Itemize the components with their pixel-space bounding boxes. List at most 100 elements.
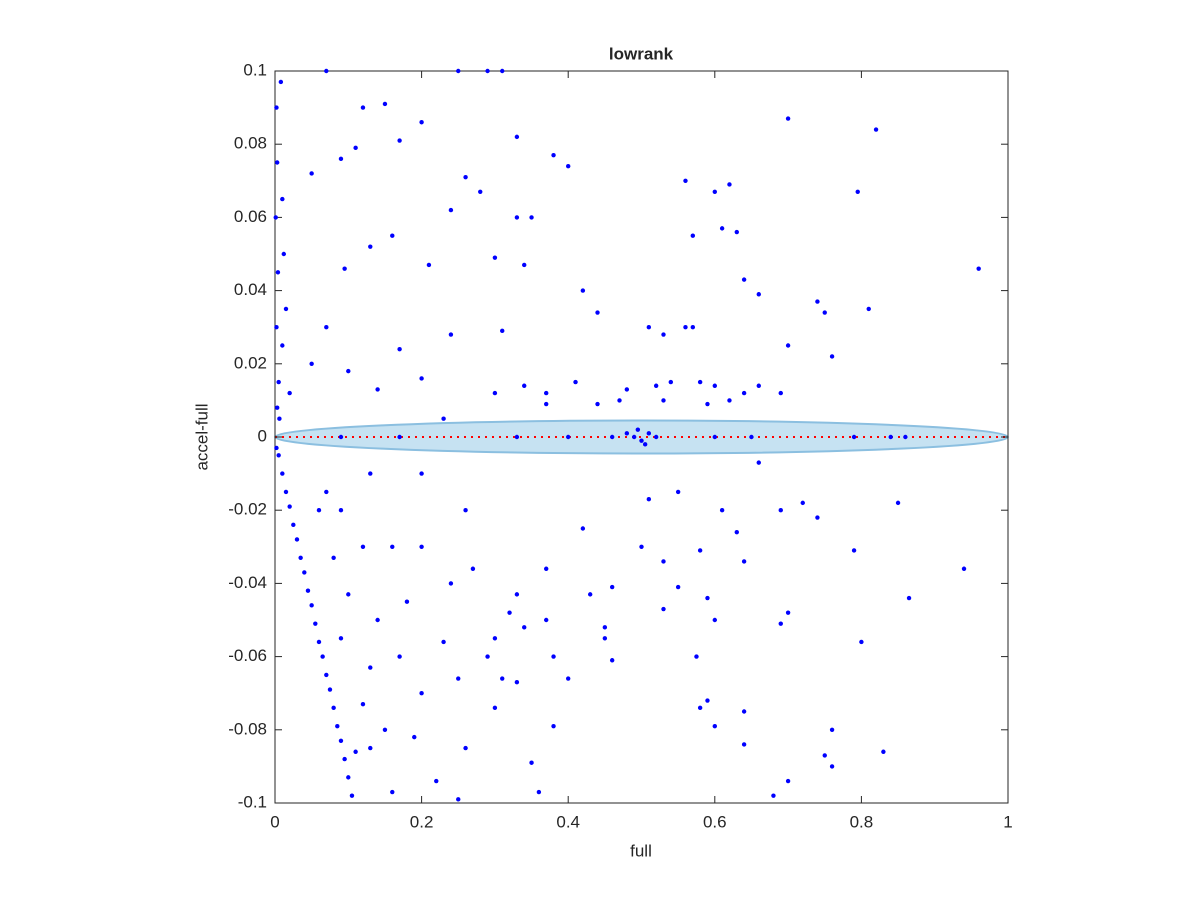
scatter-point	[331, 705, 336, 711]
scatter-point	[390, 789, 395, 795]
scatter-point	[274, 405, 280, 410]
scatter-point	[456, 797, 461, 802]
scatter-point	[276, 453, 281, 458]
scatter-point	[375, 617, 380, 623]
scatter-point	[338, 508, 344, 513]
scatter-point	[275, 270, 281, 275]
scatter-point	[309, 361, 314, 366]
scatter-point	[274, 160, 280, 165]
scatter-point	[785, 610, 791, 615]
scatter-point	[705, 595, 710, 601]
scatter-point	[500, 676, 505, 681]
scatter-point	[719, 226, 725, 231]
scatter-point	[903, 434, 908, 440]
scatter-point	[544, 617, 549, 623]
scatter-point	[661, 398, 666, 403]
scatter-point	[544, 401, 549, 407]
scatter-point	[895, 500, 901, 506]
scatter-point	[281, 251, 286, 257]
scatter-point	[683, 325, 688, 330]
scatter-point	[712, 383, 717, 388]
scatter-point	[368, 244, 373, 249]
scatter-point	[602, 636, 608, 641]
scatter-point	[580, 526, 586, 531]
scatter-point	[756, 292, 761, 297]
scatter-point	[278, 79, 284, 85]
scatter-point	[274, 325, 279, 330]
scatter-point	[851, 548, 857, 553]
scatter-point	[646, 431, 652, 436]
scatter-point	[675, 584, 681, 590]
x-tick-label: 0.2	[410, 812, 434, 831]
scatter-point	[778, 390, 783, 396]
plot-frame	[274, 70, 1009, 804]
scatter-point	[342, 266, 347, 271]
scatter-point	[283, 306, 289, 312]
scatter-point	[426, 262, 432, 268]
scatter-point	[324, 68, 329, 74]
scatter-point	[646, 497, 652, 502]
scatter-point	[514, 592, 520, 597]
scatter-point	[470, 566, 476, 571]
scatter-point	[734, 229, 739, 235]
scatter-point	[478, 189, 483, 194]
y-tick-label: -0.1	[238, 792, 267, 811]
scatter-point	[694, 654, 699, 659]
scatter-point	[309, 603, 314, 608]
y-tick-label: 0.04	[234, 280, 267, 299]
scatter-point	[727, 398, 732, 403]
scatter-point	[324, 489, 329, 495]
scatter-point	[382, 101, 388, 107]
scatter-point	[338, 738, 344, 743]
scatter-point	[829, 354, 835, 359]
scatter-point	[881, 749, 886, 754]
scatter-point	[712, 189, 717, 194]
scatter-point	[294, 537, 300, 542]
scatter-point	[697, 548, 703, 553]
scatter-point	[492, 705, 498, 711]
scatter-point	[661, 606, 666, 612]
scatter-point	[668, 379, 674, 385]
scatter-point	[635, 427, 641, 432]
scatter-point	[346, 592, 351, 597]
chart-title: lowrank	[609, 44, 674, 63]
scatter-point	[368, 745, 373, 751]
scatter-point	[522, 625, 527, 630]
scatter-point	[302, 570, 307, 575]
scatter-point	[631, 434, 637, 440]
scatter-point	[309, 171, 314, 176]
y-tick-label: 0.1	[243, 60, 267, 79]
y-axis-label: accel-full	[192, 403, 211, 470]
x-tick-label: 0.4	[556, 812, 580, 831]
scatter-point	[456, 68, 461, 74]
scatter-point	[485, 654, 490, 659]
scatter-point	[397, 138, 402, 143]
y-tick-label: -0.04	[228, 573, 267, 592]
scatter-point	[712, 434, 717, 440]
scatter-point	[485, 68, 490, 74]
scatter-point	[500, 68, 505, 74]
scatter-point	[529, 215, 534, 220]
scatter-point	[741, 742, 747, 747]
scatter-point	[419, 376, 424, 381]
scatter-point	[741, 709, 747, 714]
scatter-point	[313, 621, 318, 626]
scatter-point	[338, 434, 344, 440]
scatter-point	[873, 127, 879, 132]
scatter-point	[617, 398, 622, 403]
y-tick-label: 0.06	[234, 207, 267, 226]
x-tick-label: 0.8	[850, 812, 874, 831]
scatter-point	[441, 416, 446, 421]
scatter-point	[276, 379, 281, 385]
scatter-point	[661, 332, 666, 337]
scatter-point	[274, 445, 279, 451]
scatter-point	[331, 555, 336, 560]
scatter-point	[785, 778, 791, 784]
scatter-point	[274, 105, 279, 110]
scatter-point	[305, 588, 311, 593]
scatter-point	[324, 325, 329, 330]
scatter-point	[639, 544, 644, 549]
scatter-point	[419, 471, 424, 476]
scatter-point	[287, 504, 292, 509]
